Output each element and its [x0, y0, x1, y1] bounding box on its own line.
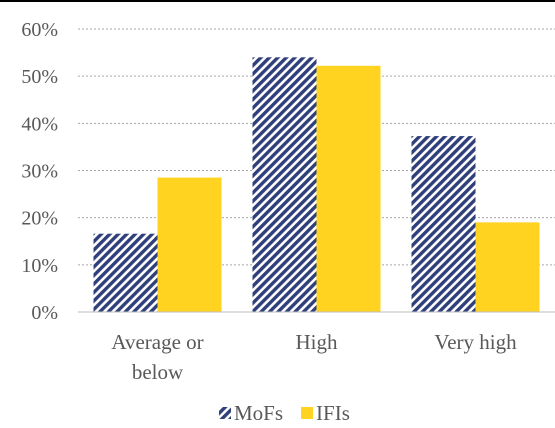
legend-label-mofs: MoFs: [234, 401, 283, 425]
x-tick-label: High: [296, 330, 339, 354]
bars: [93, 57, 540, 312]
y-tick-label: 20%: [21, 208, 58, 230]
y-tick-label: 30%: [21, 161, 58, 183]
x-tick-label: Average or: [111, 330, 203, 354]
y-tick-label: 0%: [31, 302, 58, 324]
legend-label-ifis: IFIs: [316, 401, 350, 425]
x-tick-label: Very high: [434, 330, 517, 354]
y-tick-label: 60%: [21, 19, 58, 41]
legend: MoFs IFIs: [219, 401, 350, 425]
bar-mofs-0: [93, 233, 158, 312]
y-tick-label: 40%: [21, 113, 58, 135]
bar-mofs-1: [252, 57, 317, 312]
y-tick-label: 10%: [21, 255, 58, 277]
y-tick-label: 50%: [21, 66, 58, 88]
x-tick-label: below: [132, 360, 184, 384]
bar-ifis-0: [157, 177, 222, 312]
axes: 0% 10% 20% 30% 40% 50% 60% Average or below High V…: [21, 19, 555, 384]
legend-swatch-mofs: [219, 407, 231, 419]
legend-swatch-ifis: [301, 407, 314, 419]
bar-mofs-2: [411, 136, 476, 312]
bar-ifis-2: [475, 222, 540, 312]
bar-ifis-1: [316, 65, 381, 312]
